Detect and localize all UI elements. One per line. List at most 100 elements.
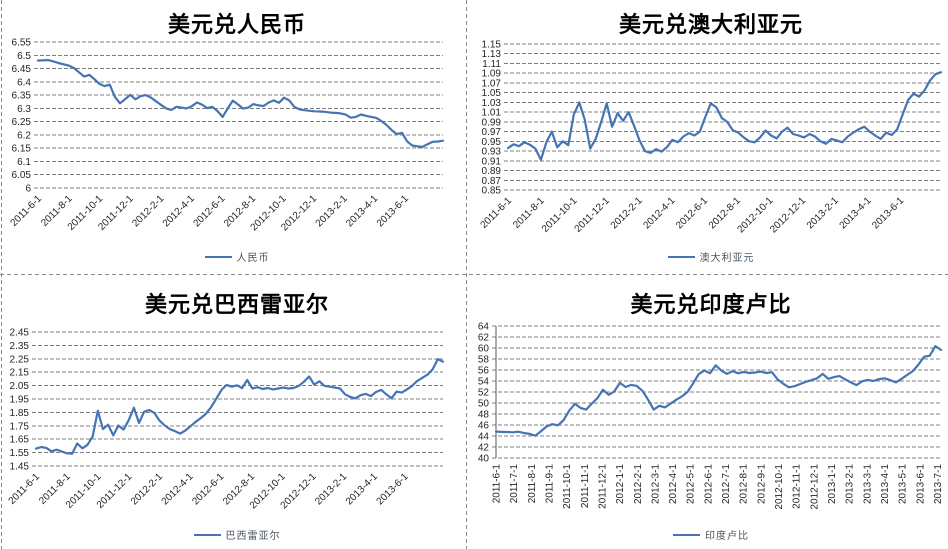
svg-text:2013-5-1: 2013-5-1: [898, 464, 909, 504]
svg-text:2011-11-1: 2011-11-1: [580, 464, 591, 509]
svg-text:2011-6-1: 2011-6-1: [9, 193, 45, 229]
chart-usd-inr: 64 62 60 58 56 54 52 50 48 46 44 42 40 2011-6-1 2011-7…: [474, 275, 948, 549]
svg-text:2011-6-1: 2011-6-1: [479, 195, 515, 231]
svg-text:2012-10-1: 2012-10-1: [774, 464, 785, 510]
svg-text:1.07: 1.07: [482, 78, 502, 89]
svg-text:2012-5-1: 2012-5-1: [686, 464, 697, 504]
cny-chart-title: 美元兑人民币: [167, 12, 306, 37]
brl-legend: 巴西雷亚尔: [0, 527, 474, 542]
svg-text:6.3: 6.3: [17, 104, 31, 115]
svg-text:64: 64: [478, 322, 490, 333]
svg-text:1.09: 1.09: [482, 69, 502, 80]
svg-text:42: 42: [478, 443, 490, 454]
svg-text:0.89: 0.89: [482, 166, 502, 177]
svg-text:2.25: 2.25: [10, 354, 30, 365]
svg-text:6.2: 6.2: [17, 130, 31, 141]
svg-text:2013-6-1: 2013-6-1: [915, 464, 926, 504]
aud-legend-label: 澳大利亚元: [699, 253, 755, 264]
inr-chart-title: 美元兑印度卢比: [630, 292, 792, 317]
aud-plot-area: 1.151.131.111.091.071.051.031.010.990.97…: [479, 40, 943, 235]
svg-text:0.85: 0.85: [482, 186, 502, 197]
svg-text:0.95: 0.95: [482, 137, 502, 148]
svg-text:2012-4-1: 2012-4-1: [668, 464, 679, 504]
svg-text:2012-11-1: 2012-11-1: [792, 464, 803, 509]
aud-legend: 澳大利亚元: [474, 249, 948, 264]
svg-text:2013-4-1: 2013-4-1: [880, 464, 891, 504]
svg-text:0.93: 0.93: [482, 147, 502, 158]
svg-text:2012-6-1: 2012-6-1: [674, 195, 710, 231]
divider-horizontal-center: [0, 274, 948, 275]
svg-text:54: 54: [478, 377, 490, 388]
svg-text:2013-6-1: 2013-6-1: [870, 195, 906, 231]
svg-text:2012-9-1: 2012-9-1: [756, 464, 767, 504]
svg-text:2011-9-1: 2011-9-1: [545, 464, 556, 504]
svg-text:2011-10-1: 2011-10-1: [562, 464, 573, 509]
svg-text:58: 58: [478, 355, 490, 366]
svg-text:1.15: 1.15: [482, 40, 502, 51]
svg-text:2012-2-1: 2012-2-1: [633, 464, 644, 504]
svg-text:6.5: 6.5: [17, 51, 31, 62]
svg-text:2012-6-1: 2012-6-1: [191, 193, 227, 229]
svg-text:62: 62: [478, 333, 490, 344]
svg-text:2013-2-1: 2013-2-1: [313, 471, 349, 507]
svg-text:52: 52: [478, 388, 490, 399]
brl-legend-line-marker: [193, 533, 221, 536]
svg-text:2013-1-1: 2013-1-1: [827, 464, 838, 504]
svg-text:1.65: 1.65: [10, 435, 30, 446]
inr-legend: 印度卢比: [474, 527, 948, 542]
svg-text:2011-8-1: 2011-8-1: [527, 464, 538, 504]
inr-legend-line-marker: [673, 533, 700, 536]
cny-legend: 人民币: [0, 249, 474, 264]
svg-text:2013-4-1: 2013-4-1: [344, 471, 380, 507]
svg-text:2012-7-1: 2012-7-1: [721, 464, 732, 504]
svg-text:6.15: 6.15: [12, 144, 32, 155]
svg-text:2012-2-1: 2012-2-1: [130, 193, 166, 229]
svg-text:1.85: 1.85: [10, 408, 30, 419]
svg-text:40: 40: [478, 454, 490, 465]
svg-text:2013-3-1: 2013-3-1: [862, 464, 873, 504]
svg-text:2013-6-1: 2013-6-1: [375, 193, 411, 229]
svg-text:44: 44: [478, 432, 490, 443]
svg-text:2012-6-1: 2012-6-1: [190, 471, 226, 507]
svg-text:6.55: 6.55: [12, 38, 32, 49]
svg-text:1.45: 1.45: [10, 462, 30, 473]
brl-legend-label: 巴西雷亚尔: [225, 531, 281, 542]
cny-legend-label: 人民币: [236, 253, 270, 264]
svg-text:2012-6-1: 2012-6-1: [703, 464, 714, 504]
svg-text:0.99: 0.99: [482, 117, 502, 128]
chart-usd-cny: 6.55 6.5 6.45 6.4 6.35 6.3 6.25 6.2 6.15 6.1 6.05 6…: [0, 0, 474, 274]
svg-text:2012-2-1: 2012-2-1: [129, 471, 165, 507]
svg-text:6: 6: [25, 184, 31, 195]
svg-text:2013-2-1: 2013-2-1: [845, 464, 856, 504]
svg-text:2012-12-1: 2012-12-1: [768, 195, 808, 235]
svg-text:2012-12-1: 2012-12-1: [809, 464, 820, 510]
svg-text:1.55: 1.55: [10, 448, 30, 459]
svg-text:6.05: 6.05: [12, 170, 32, 181]
svg-text:60: 60: [478, 344, 490, 355]
svg-text:1.95: 1.95: [10, 395, 30, 406]
chart-usd-brl: 2.45 2.35 2.25 2.15 2.05 1.95 1.85 1.75 1.65 1.55…: [0, 275, 474, 549]
svg-text:2012-4-1: 2012-4-1: [160, 471, 196, 507]
svg-text:2013-6-1: 2013-6-1: [375, 471, 411, 507]
svg-text:2012-4-1: 2012-4-1: [641, 195, 677, 231]
svg-text:1.75: 1.75: [10, 421, 30, 432]
svg-text:2012-2-1: 2012-2-1: [609, 195, 645, 231]
svg-text:1.01: 1.01: [482, 108, 502, 119]
svg-text:1.11: 1.11: [482, 59, 501, 70]
svg-text:2.15: 2.15: [10, 368, 30, 379]
inr-legend-label: 印度卢比: [705, 531, 749, 542]
svg-text:2012-8-1: 2012-8-1: [739, 464, 750, 504]
aud-chart-title: 美元兑澳大利亚元: [618, 12, 803, 37]
svg-text:56: 56: [478, 366, 490, 377]
svg-text:48: 48: [478, 410, 490, 421]
svg-text:6.1: 6.1: [17, 157, 31, 168]
cny-legend-line-marker: [204, 255, 232, 258]
svg-text:2013-4-1: 2013-4-1: [344, 193, 380, 229]
svg-text:2.05: 2.05: [10, 381, 30, 392]
svg-text:2011-6-1: 2011-6-1: [492, 464, 503, 504]
svg-text:46: 46: [478, 421, 490, 432]
svg-text:2013-7-1: 2013-7-1: [933, 464, 944, 504]
svg-text:1.13: 1.13: [482, 49, 502, 60]
svg-text:2012-4-1: 2012-4-1: [161, 193, 197, 229]
